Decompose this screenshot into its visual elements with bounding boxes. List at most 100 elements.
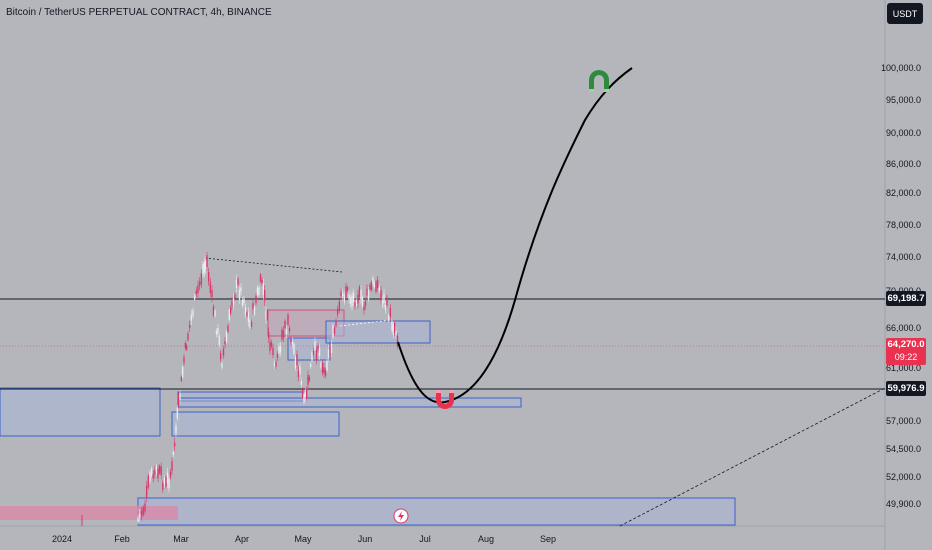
- candle-body: [209, 281, 212, 293]
- candle-body: [249, 320, 251, 328]
- candle-body: [235, 279, 238, 288]
- candle-body: [354, 302, 356, 307]
- candle-body: [291, 341, 294, 345]
- y-tick-label: 49,900.0: [885, 499, 921, 509]
- candle-body: [391, 321, 393, 331]
- chart-title: Bitcoin / TetherUS PERPETUAL CONTRACT, 4…: [6, 7, 272, 18]
- candle-body: [142, 507, 144, 515]
- y-tick-label: 95,000.0: [885, 95, 921, 105]
- candle-body: [386, 297, 388, 306]
- candle-body: [145, 485, 148, 498]
- candle-body: [144, 503, 146, 512]
- candle-body: [330, 343, 333, 354]
- candle-body: [172, 451, 175, 455]
- candle-body: [198, 281, 201, 286]
- candle-body: [217, 328, 219, 334]
- candle-body: [214, 310, 216, 317]
- candle-body: [363, 306, 365, 311]
- candle-body: [212, 306, 215, 316]
- small-trendline: [339, 319, 393, 327]
- candle-body: [329, 345, 331, 357]
- supply-zone-pink: [0, 506, 178, 520]
- candle-body: [308, 377, 311, 381]
- candle-body: [395, 330, 397, 335]
- candle-body: [193, 295, 196, 300]
- candle-body: [147, 475, 150, 488]
- candle-body: [180, 376, 183, 381]
- current-price-tag: 64,270.0 09:22: [886, 338, 926, 365]
- candle-body: [166, 472, 169, 484]
- resistance-price-tag: 69,198.7: [886, 291, 926, 306]
- candle-body: [187, 333, 189, 341]
- x-tick-label: Sep: [539, 534, 557, 544]
- x-tick-label: Aug: [477, 534, 495, 544]
- candle-body: [299, 366, 301, 375]
- candle-body: [301, 389, 304, 398]
- candle-body: [278, 346, 280, 354]
- candle-body: [206, 255, 208, 268]
- candle-body: [218, 336, 221, 345]
- candle-body: [352, 292, 355, 303]
- candle-body: [345, 286, 347, 298]
- candle-body: [227, 325, 229, 332]
- candle-body: [246, 312, 248, 316]
- lightning-icon[interactable]: [393, 508, 409, 524]
- candle-body: [367, 289, 370, 300]
- candle-body: [323, 367, 325, 374]
- candle-body: [215, 331, 218, 335]
- candle-body: [360, 289, 362, 300]
- candle-body: [173, 442, 176, 447]
- candle-body: [152, 474, 154, 479]
- candle-body: [231, 300, 233, 306]
- candle-body: [256, 287, 259, 296]
- candle-body: [168, 478, 170, 489]
- candle-body: [389, 307, 392, 317]
- candle-body: [284, 321, 286, 328]
- candle-body: [258, 287, 260, 295]
- candle-body: [175, 425, 177, 434]
- candle-body: [287, 314, 289, 325]
- x-tick-label: Jun: [357, 534, 373, 544]
- candle-body: [349, 297, 352, 304]
- candle-body: [311, 351, 313, 361]
- candle-body: [392, 324, 395, 335]
- candle-body: [222, 348, 225, 356]
- top-trendline[interactable]: [204, 257, 343, 273]
- candle-body: [253, 306, 256, 315]
- x-tick-label: Feb: [114, 534, 130, 544]
- candle-body: [303, 393, 305, 403]
- bearish-magnet-icon: [436, 390, 454, 409]
- candle-body: [267, 332, 270, 339]
- candle-body: [373, 282, 376, 288]
- candle-body: [266, 310, 269, 320]
- candle-body: [197, 285, 199, 294]
- candle-body: [171, 461, 173, 471]
- candle-body: [282, 330, 285, 338]
- candle-body: [387, 314, 390, 321]
- candle-body: [318, 347, 321, 356]
- candle-body: [321, 362, 324, 373]
- candle-body: [294, 357, 297, 369]
- candle-body: [300, 380, 303, 385]
- candle-body: [376, 279, 379, 288]
- projection-curve[interactable]: [397, 67, 633, 404]
- candle-body: [150, 468, 153, 476]
- demand-zone-bottom: [137, 497, 736, 526]
- candle-body: [181, 366, 184, 378]
- candle-body: [202, 263, 204, 275]
- candle-body: [160, 466, 162, 476]
- candle-body: [179, 394, 181, 400]
- candle-body: [396, 335, 399, 347]
- candle-body: [137, 517, 139, 522]
- candle-body: [314, 341, 316, 351]
- candle-body: [238, 289, 241, 300]
- candle-body: [273, 362, 276, 367]
- candle-body: [355, 300, 358, 306]
- x-tick-label: Apr: [234, 534, 250, 544]
- candle-body: [343, 294, 346, 302]
- candle-body: [307, 375, 309, 385]
- y-tick-label: 61,000.0: [885, 363, 921, 373]
- currency-button[interactable]: USDT: [887, 3, 923, 24]
- candle-body: [250, 321, 253, 327]
